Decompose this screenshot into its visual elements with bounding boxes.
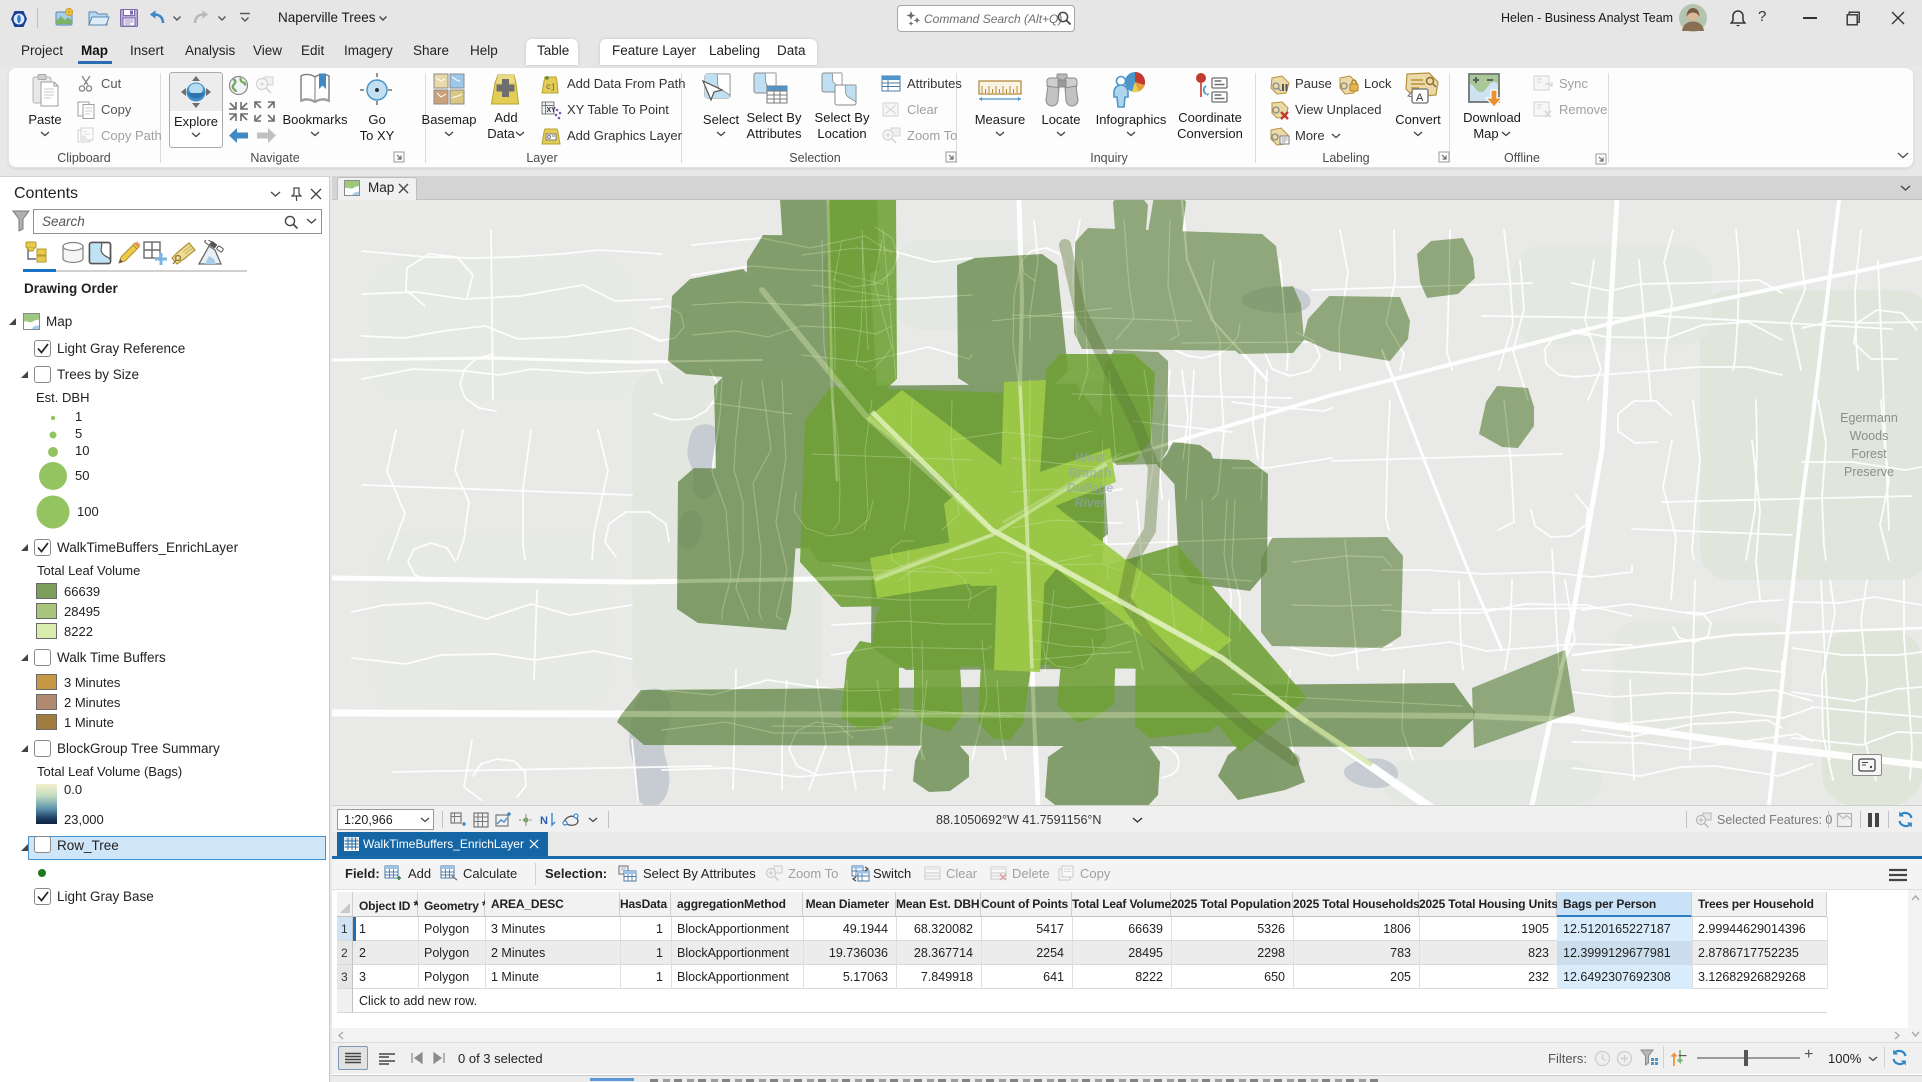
svg-text:cj: cj bbox=[546, 83, 556, 92]
svg-text:Branch: Branch bbox=[1068, 466, 1111, 480]
svg-text:A: A bbox=[1416, 92, 1424, 104]
svg-text:DuPage: DuPage bbox=[1067, 481, 1114, 495]
svg-text:Preserve: Preserve bbox=[1844, 465, 1894, 479]
svg-text:w.: w. bbox=[81, 135, 88, 141]
svg-text:West: West bbox=[1075, 451, 1105, 465]
svg-text:Forest: Forest bbox=[1851, 447, 1887, 461]
svg-text:River: River bbox=[1074, 496, 1106, 510]
svg-text:Egermann: Egermann bbox=[1840, 411, 1898, 425]
svg-text:N: N bbox=[540, 815, 548, 827]
svg-text:XY: XY bbox=[547, 107, 557, 114]
svg-text:Woods: Woods bbox=[1850, 429, 1889, 443]
